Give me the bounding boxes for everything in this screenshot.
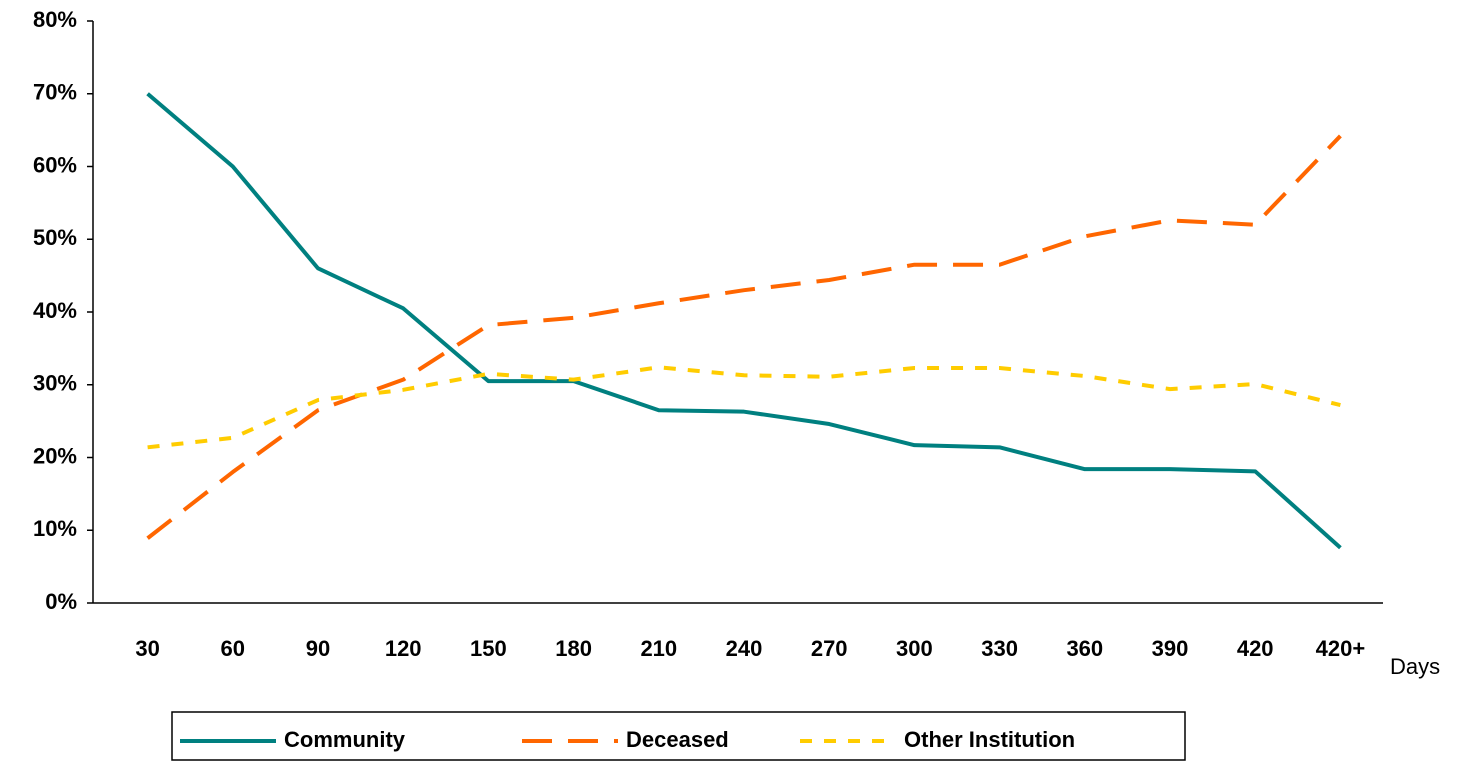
x-tick-label: 60 [221, 636, 245, 661]
y-tick-label: 70% [33, 80, 77, 105]
y-tick-label: 60% [33, 152, 77, 177]
x-tick-label: 150 [470, 636, 507, 661]
y-tick-label: 10% [33, 516, 77, 541]
legend-label: Deceased [626, 727, 729, 752]
y-tick-label: 40% [33, 298, 77, 323]
legend-label: Community [284, 727, 406, 752]
x-tick-label: 270 [811, 636, 848, 661]
x-tick-label: 330 [981, 636, 1018, 661]
x-tick-label: 180 [555, 636, 592, 661]
legend-box [171, 711, 1186, 761]
x-tick-label: 300 [896, 636, 933, 661]
y-tick-label: 50% [33, 225, 77, 250]
x-tick-label: 210 [640, 636, 677, 661]
x-axis-label: Days [1390, 654, 1440, 679]
x-tick-label: 420+ [1316, 636, 1366, 661]
y-tick-label: 30% [33, 371, 77, 396]
x-tick-label: 390 [1152, 636, 1189, 661]
y-tick-label: 80% [33, 7, 77, 32]
x-tick-label: 420 [1237, 636, 1274, 661]
x-tick-label: 240 [726, 636, 763, 661]
series-line [146, 134, 1342, 540]
x-tick-label: 120 [385, 636, 422, 661]
x-tick-label: 30 [135, 636, 159, 661]
x-tick-label: 360 [1066, 636, 1103, 661]
legend-label: Other Institution [904, 727, 1075, 752]
series-line [146, 92, 1342, 550]
x-tick-label: 90 [306, 636, 330, 661]
y-tick-label: 0% [45, 589, 77, 614]
series-line [147, 365, 1341, 450]
y-tick-label: 20% [33, 443, 77, 468]
